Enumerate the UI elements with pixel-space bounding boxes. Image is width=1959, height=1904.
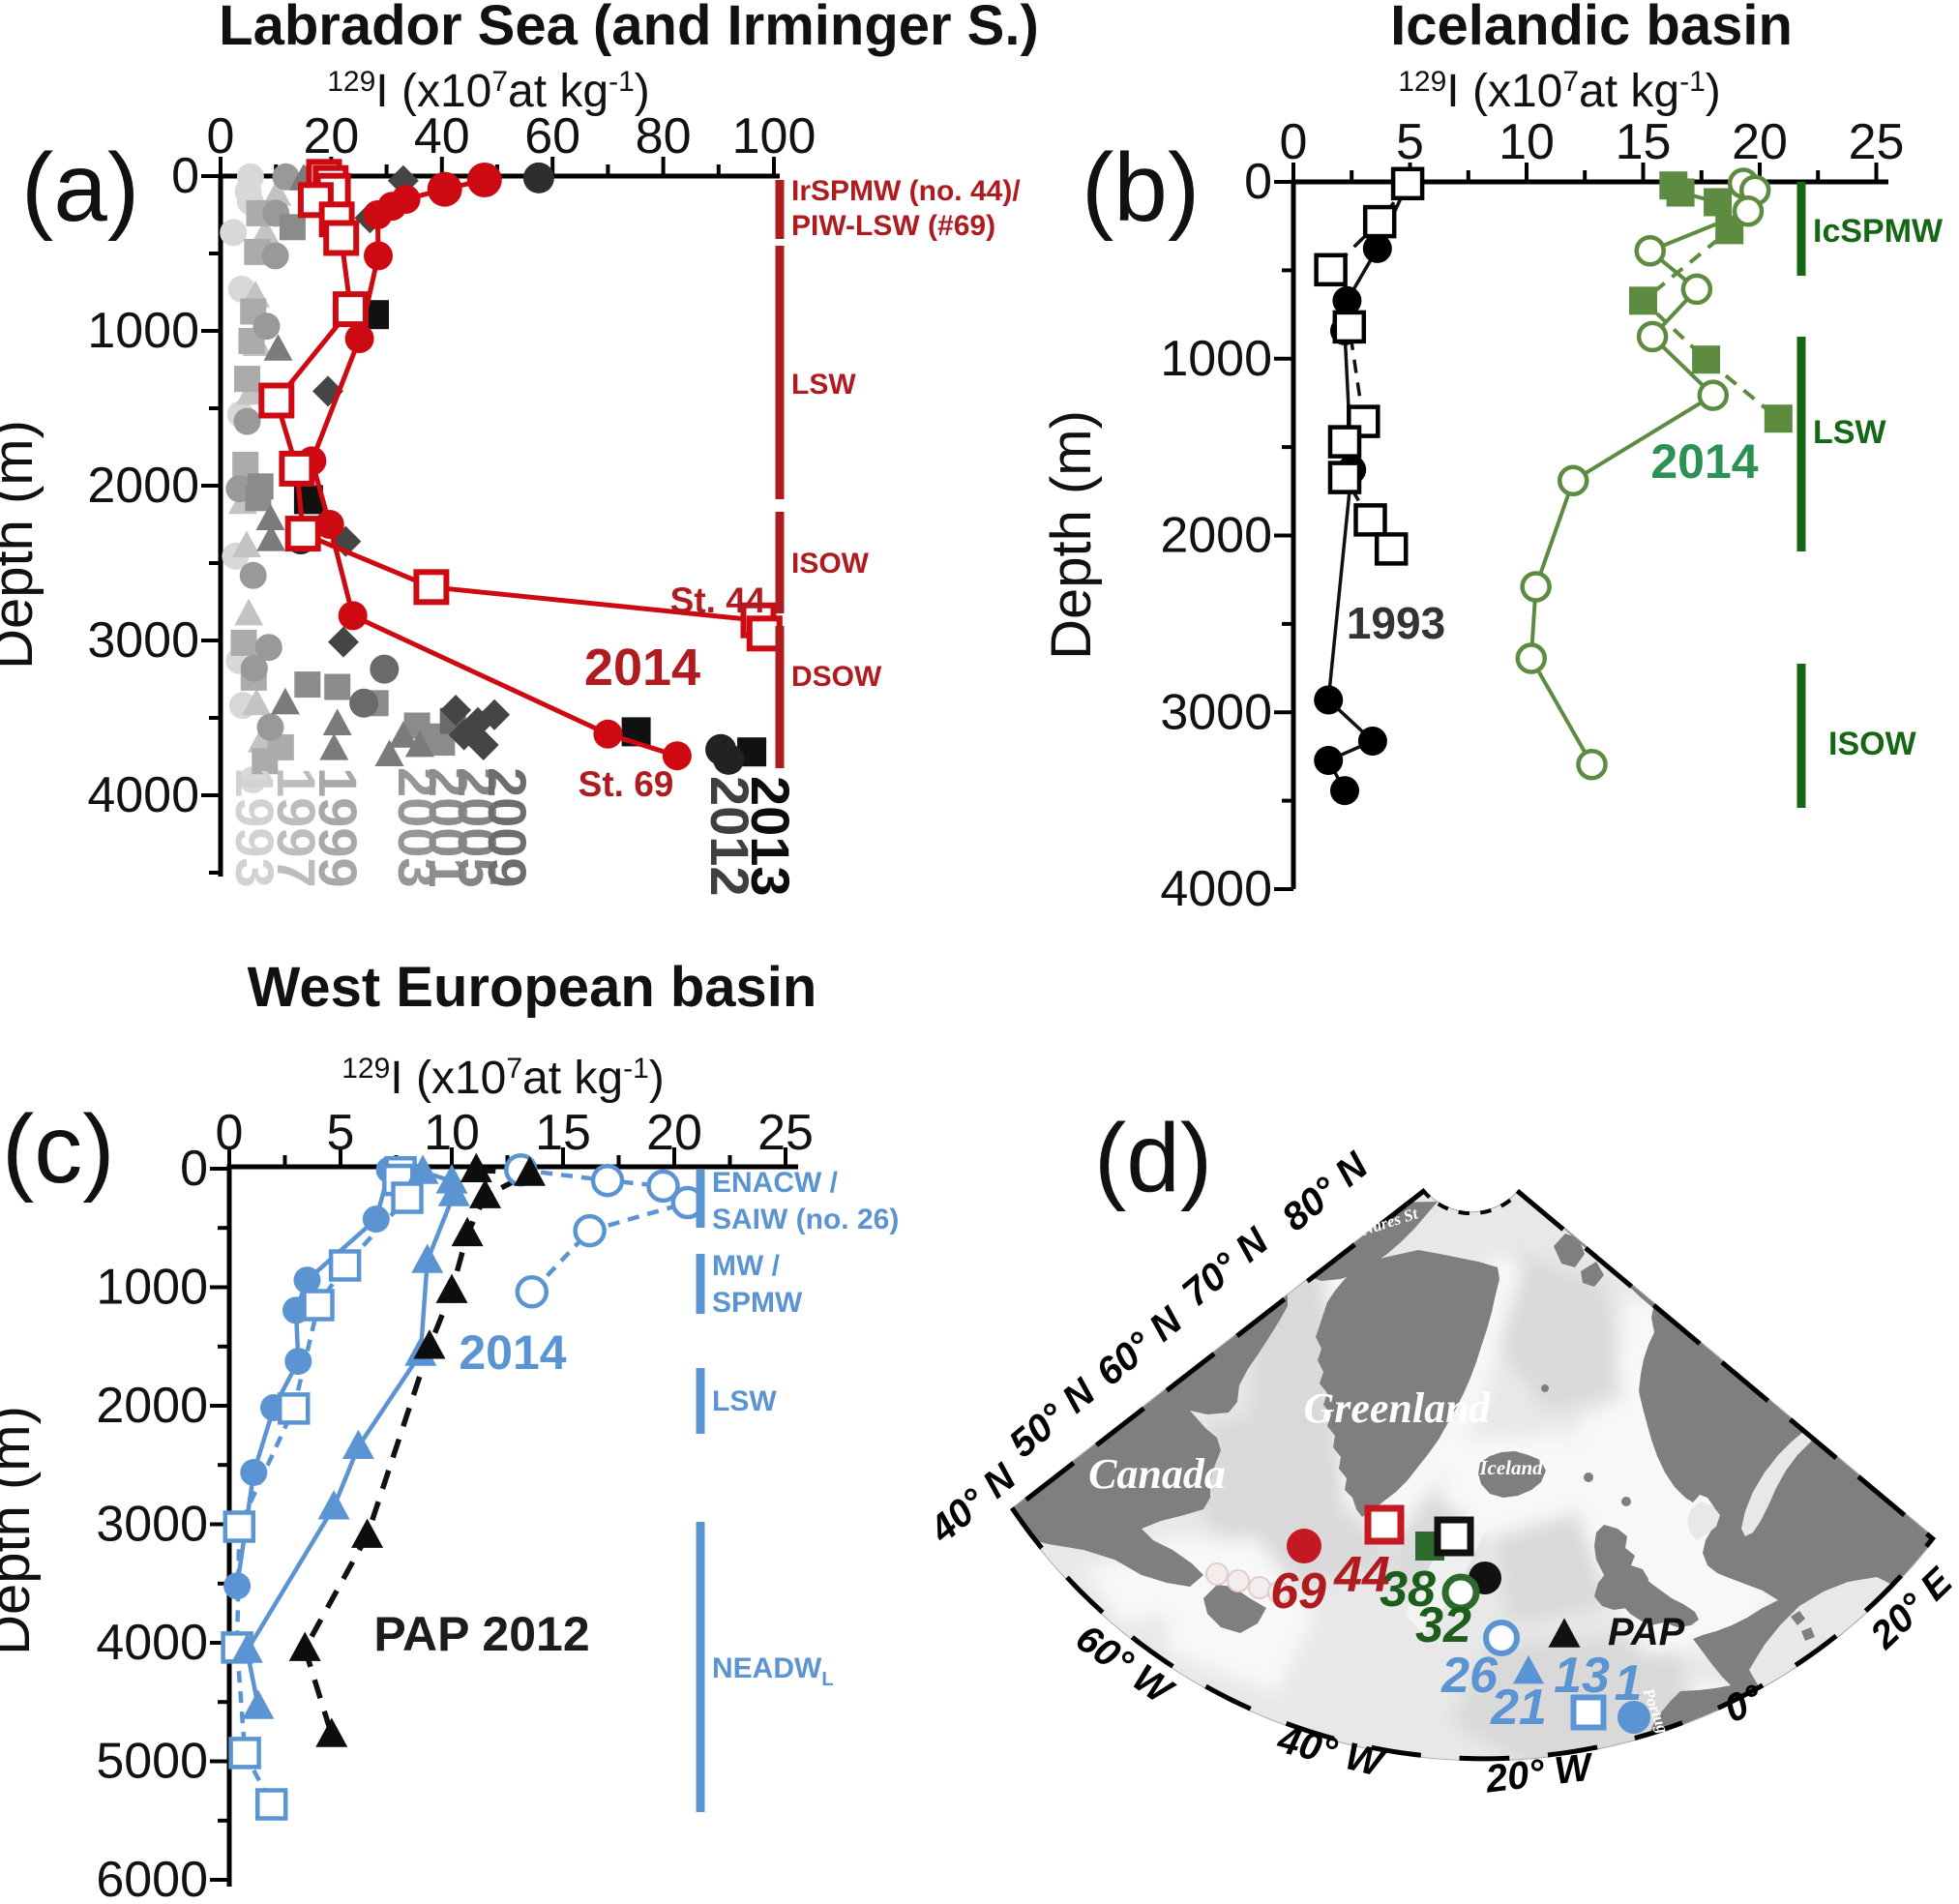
svg-text:69: 69 bbox=[1270, 1563, 1326, 1620]
svg-text:5000: 5000 bbox=[96, 1734, 208, 1790]
svg-text:1993: 1993 bbox=[224, 767, 285, 888]
svg-text:2014: 2014 bbox=[1650, 434, 1758, 489]
svg-text:25: 25 bbox=[1849, 114, 1905, 170]
svg-text:PAP 2012: PAP 2012 bbox=[373, 1607, 589, 1661]
svg-text:25: 25 bbox=[757, 1105, 814, 1161]
svg-text:2012: 2012 bbox=[699, 776, 760, 897]
svg-text:DSOW: DSOW bbox=[791, 661, 882, 693]
svg-text:0: 0 bbox=[207, 108, 235, 164]
svg-text:0: 0 bbox=[1280, 114, 1308, 170]
svg-text:Canada: Canada bbox=[1088, 1450, 1226, 1498]
svg-text:2003: 2003 bbox=[387, 767, 448, 888]
svg-text:2005: 2005 bbox=[447, 767, 508, 888]
svg-text:6000: 6000 bbox=[96, 1852, 208, 1899]
svg-text:60: 60 bbox=[524, 108, 580, 164]
svg-text:West European basin: West European basin bbox=[248, 956, 817, 1019]
svg-text:PAP: PAP bbox=[1608, 1611, 1685, 1653]
svg-text:100: 100 bbox=[732, 108, 816, 164]
svg-text:1999: 1999 bbox=[308, 767, 369, 888]
svg-text:Greenland: Greenland bbox=[1303, 1384, 1491, 1432]
svg-text:(a): (a) bbox=[21, 134, 139, 242]
svg-text:LSW: LSW bbox=[712, 1385, 777, 1417]
svg-text:15: 15 bbox=[1616, 114, 1672, 170]
svg-text:1000: 1000 bbox=[87, 303, 199, 359]
svg-text:Depth (m): Depth (m) bbox=[0, 1406, 42, 1655]
svg-text:ENACW /: ENACW / bbox=[712, 1167, 839, 1199]
svg-text:40: 40 bbox=[414, 108, 470, 164]
svg-text:IcSPMW: IcSPMW bbox=[1813, 213, 1944, 250]
svg-text:13: 13 bbox=[1554, 1648, 1610, 1704]
svg-text:St. 44: St. 44 bbox=[670, 580, 766, 620]
svg-text:0: 0 bbox=[171, 148, 199, 204]
svg-text:2014: 2014 bbox=[584, 639, 700, 697]
svg-text:0: 0 bbox=[180, 1141, 208, 1197]
svg-text:5: 5 bbox=[327, 1105, 355, 1161]
svg-text:2009: 2009 bbox=[477, 767, 538, 888]
svg-text:26: 26 bbox=[1440, 1648, 1499, 1704]
svg-text:10: 10 bbox=[1499, 114, 1555, 170]
svg-text:2001: 2001 bbox=[418, 767, 479, 888]
svg-text:2013: 2013 bbox=[740, 776, 801, 897]
svg-text:1993: 1993 bbox=[1347, 598, 1445, 648]
svg-text:(b): (b) bbox=[1082, 134, 1200, 242]
svg-text:(d): (d) bbox=[1094, 1104, 1212, 1212]
svg-text:LSW: LSW bbox=[791, 369, 856, 401]
svg-text:15: 15 bbox=[535, 1105, 591, 1161]
svg-text:2014: 2014 bbox=[459, 1325, 566, 1380]
svg-text:5: 5 bbox=[1396, 114, 1424, 170]
svg-text:4000: 4000 bbox=[87, 767, 199, 823]
svg-text:Icelandic basin: Icelandic basin bbox=[1390, 0, 1793, 57]
svg-text:10: 10 bbox=[424, 1105, 480, 1161]
svg-text:21: 21 bbox=[1490, 1680, 1547, 1736]
svg-text:38: 38 bbox=[1380, 1562, 1436, 1618]
svg-text:129I (x107at kg-1): 129I (x107at kg-1) bbox=[327, 66, 650, 117]
svg-text:LSW: LSW bbox=[1813, 414, 1886, 451]
svg-text:Depth (m): Depth (m) bbox=[1040, 410, 1103, 660]
svg-text:0: 0 bbox=[216, 1105, 244, 1161]
svg-text:IrSPMW (no. 44)/: IrSPMW (no. 44)/ bbox=[791, 175, 1021, 207]
svg-text:Depth (m): Depth (m) bbox=[0, 420, 45, 669]
svg-text:ISOW: ISOW bbox=[1828, 726, 1917, 762]
svg-text:ISOW: ISOW bbox=[791, 548, 870, 580]
svg-text:80: 80 bbox=[636, 108, 692, 164]
svg-text:3000: 3000 bbox=[96, 1497, 208, 1553]
svg-text:(c): (c) bbox=[2, 1095, 115, 1204]
svg-text:32: 32 bbox=[1415, 1597, 1471, 1653]
svg-text:3000: 3000 bbox=[87, 612, 199, 669]
svg-text:4000: 4000 bbox=[1160, 861, 1272, 917]
svg-text:20: 20 bbox=[646, 1105, 702, 1161]
svg-text:129I (x107at kg-1): 129I (x107at kg-1) bbox=[1398, 66, 1721, 117]
svg-text:129I (x107at kg-1): 129I (x107at kg-1) bbox=[341, 1053, 665, 1104]
svg-text:1000: 1000 bbox=[1160, 331, 1272, 387]
svg-text:2000: 2000 bbox=[87, 458, 199, 514]
svg-text:1000: 1000 bbox=[96, 1260, 208, 1316]
svg-text:St. 69: St. 69 bbox=[579, 764, 674, 804]
svg-text:PIW-LSW (#69): PIW-LSW (#69) bbox=[791, 210, 995, 242]
svg-text:NEADWL: NEADWL bbox=[712, 1652, 834, 1690]
svg-text:Labrador Sea (and Irminger S.): Labrador Sea (and Irminger S.) bbox=[219, 0, 1039, 57]
svg-text:Iceland: Iceland bbox=[1478, 1456, 1543, 1479]
svg-text:2000: 2000 bbox=[96, 1378, 208, 1434]
svg-text:MW /: MW / bbox=[712, 1250, 781, 1282]
svg-text:20: 20 bbox=[1732, 114, 1788, 170]
svg-text:44: 44 bbox=[1333, 1547, 1390, 1603]
svg-text:1997: 1997 bbox=[266, 767, 327, 888]
svg-text:4000: 4000 bbox=[96, 1615, 208, 1671]
svg-text:1: 1 bbox=[1615, 1655, 1643, 1711]
svg-text:2000: 2000 bbox=[1160, 508, 1272, 564]
svg-text:SAIW (no. 26): SAIW (no. 26) bbox=[712, 1204, 899, 1235]
svg-text:0: 0 bbox=[1244, 154, 1272, 210]
svg-text:SPMW: SPMW bbox=[712, 1287, 803, 1319]
svg-text:20: 20 bbox=[303, 108, 359, 164]
svg-text:3000: 3000 bbox=[1160, 684, 1272, 740]
